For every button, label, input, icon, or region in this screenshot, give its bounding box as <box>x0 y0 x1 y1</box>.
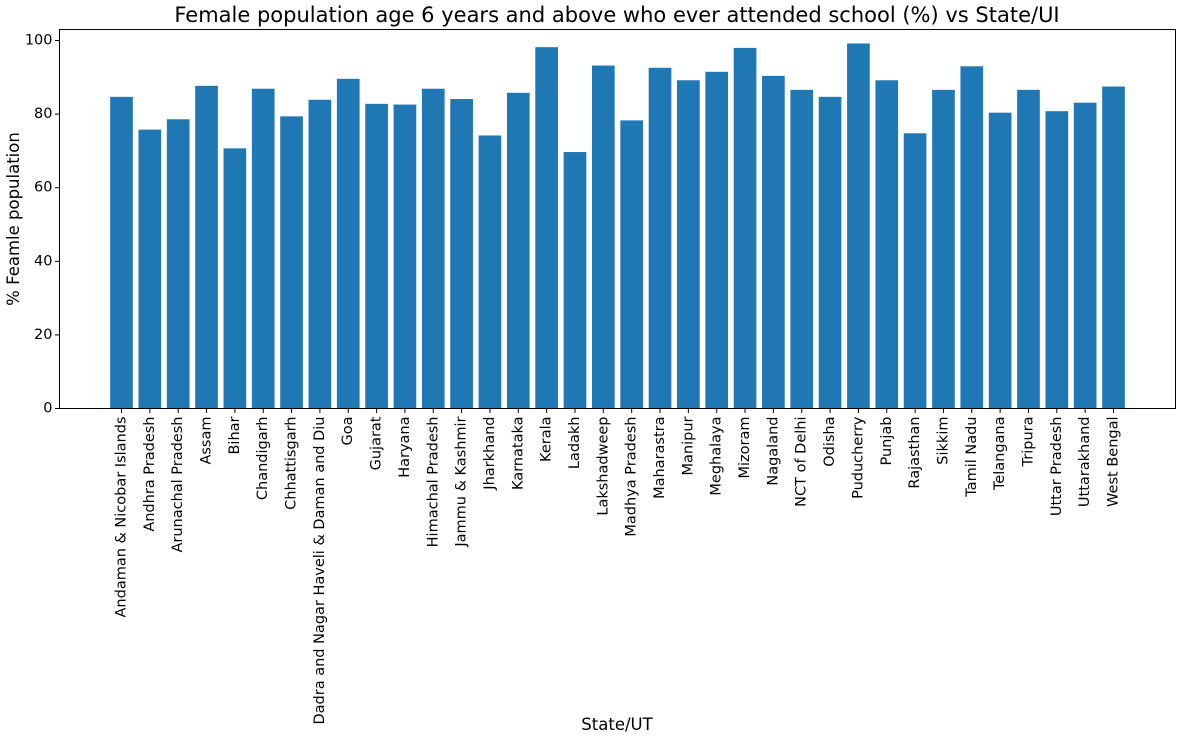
bar <box>733 47 757 409</box>
bar <box>336 78 360 409</box>
x-tick-label: Assam <box>199 417 215 465</box>
x-tick-label: Rajasthan <box>907 417 923 489</box>
bar <box>818 96 842 409</box>
bar <box>620 120 643 409</box>
x-tick-label: Ladakh <box>567 417 583 470</box>
bar <box>875 80 899 409</box>
x-tick-label: Maharastra <box>652 417 668 499</box>
y-axis-ticks: 0 20 40 60 80 100 <box>25 33 60 417</box>
x-tick-label: Andaman & Nicobar Islands <box>114 417 130 618</box>
x-tick-label: Punjab <box>879 417 895 466</box>
x-tick-label: Kerala <box>539 417 555 462</box>
y-tick-label: 40 <box>34 253 52 269</box>
x-tick-label: Tamil Nadu <box>964 416 980 497</box>
bar <box>506 92 530 409</box>
x-tick-label: Manipur <box>680 416 696 475</box>
x-tick-label: Sikkim <box>935 417 951 465</box>
bar <box>421 88 445 409</box>
bar <box>1017 89 1040 409</box>
x-tick-label: Jammu & Kashmir <box>454 416 470 547</box>
bar <box>166 119 190 409</box>
bar <box>535 47 558 409</box>
bar <box>762 75 785 409</box>
y-tick-label: 60 <box>34 180 52 196</box>
bar <box>847 43 870 409</box>
bar <box>110 96 133 409</box>
bar <box>1102 86 1125 409</box>
x-tick-label: Andhra Pradesh <box>142 417 158 532</box>
bar <box>988 112 1012 409</box>
y-tick-label: 100 <box>25 33 53 49</box>
x-tick-label: Chandigarh <box>255 417 271 501</box>
bar <box>790 89 814 409</box>
bar <box>960 66 984 409</box>
bar <box>223 148 247 409</box>
bar <box>591 65 615 409</box>
x-tick-label: West Bengal <box>1106 417 1122 507</box>
bar <box>903 133 927 409</box>
x-tick-label: Dadra and Nagar Haveli & Daman and Diu <box>312 417 328 725</box>
bar <box>932 89 955 409</box>
x-tick-label: Uttar Pradesh <box>1049 417 1065 517</box>
bar <box>1073 102 1097 409</box>
x-tick-label: Haryana <box>397 417 413 478</box>
bar <box>138 129 162 409</box>
bar <box>251 88 275 409</box>
x-tick-label: Nagaland <box>765 417 781 486</box>
x-axis-ticks: Andaman & Nicobar Islands Andhra Pradesh A… <box>114 408 1122 725</box>
bar <box>648 67 672 409</box>
x-axis-label: State/UT <box>581 715 653 734</box>
x-tick-label: Lakshadweep <box>595 417 611 516</box>
bar <box>308 99 332 409</box>
x-tick-label: Goa <box>340 417 356 446</box>
bar <box>705 71 729 409</box>
y-axis-label: % Feamle population <box>4 132 23 306</box>
bar <box>393 104 417 409</box>
plot-frame <box>59 29 1176 409</box>
x-tick-label: Puducherry <box>850 416 866 499</box>
x-tick-label: Tripura <box>1020 417 1036 468</box>
bar <box>1045 111 1069 409</box>
x-tick-label: Bihar <box>227 416 243 454</box>
y-tick-label: 80 <box>34 106 52 122</box>
chart-title: Female population age 6 years and above … <box>174 3 1059 27</box>
x-tick-label: Himachal Pradesh <box>425 417 441 548</box>
y-tick-label: 20 <box>34 327 52 343</box>
x-tick-label: Karnataka <box>510 417 526 491</box>
x-tick-label: NCT of Delhi <box>794 417 810 507</box>
x-tick-label: Uttarakhand <box>1077 417 1093 508</box>
bar <box>450 99 473 409</box>
y-tick-label: 0 <box>43 401 52 417</box>
x-tick-label: Odisha <box>822 417 838 467</box>
bars-group <box>110 43 1125 409</box>
bar <box>677 80 700 409</box>
x-tick-label: Madhya Pradesh <box>624 417 640 537</box>
x-tick-label: Mizoram <box>737 417 753 479</box>
x-tick-label: Chhattisgarh <box>284 417 300 510</box>
bar <box>195 85 218 409</box>
bar <box>563 152 587 409</box>
x-tick-label: Arunachal Pradesh <box>170 417 186 553</box>
x-tick-label: Telangana <box>992 417 1008 492</box>
bar <box>365 103 388 409</box>
bar <box>478 135 502 409</box>
x-tick-label: Gujarat <box>369 416 385 470</box>
x-tick-label: Jharkhand <box>482 417 498 491</box>
bar <box>280 116 303 409</box>
x-tick-label: Meghalaya <box>709 417 725 496</box>
